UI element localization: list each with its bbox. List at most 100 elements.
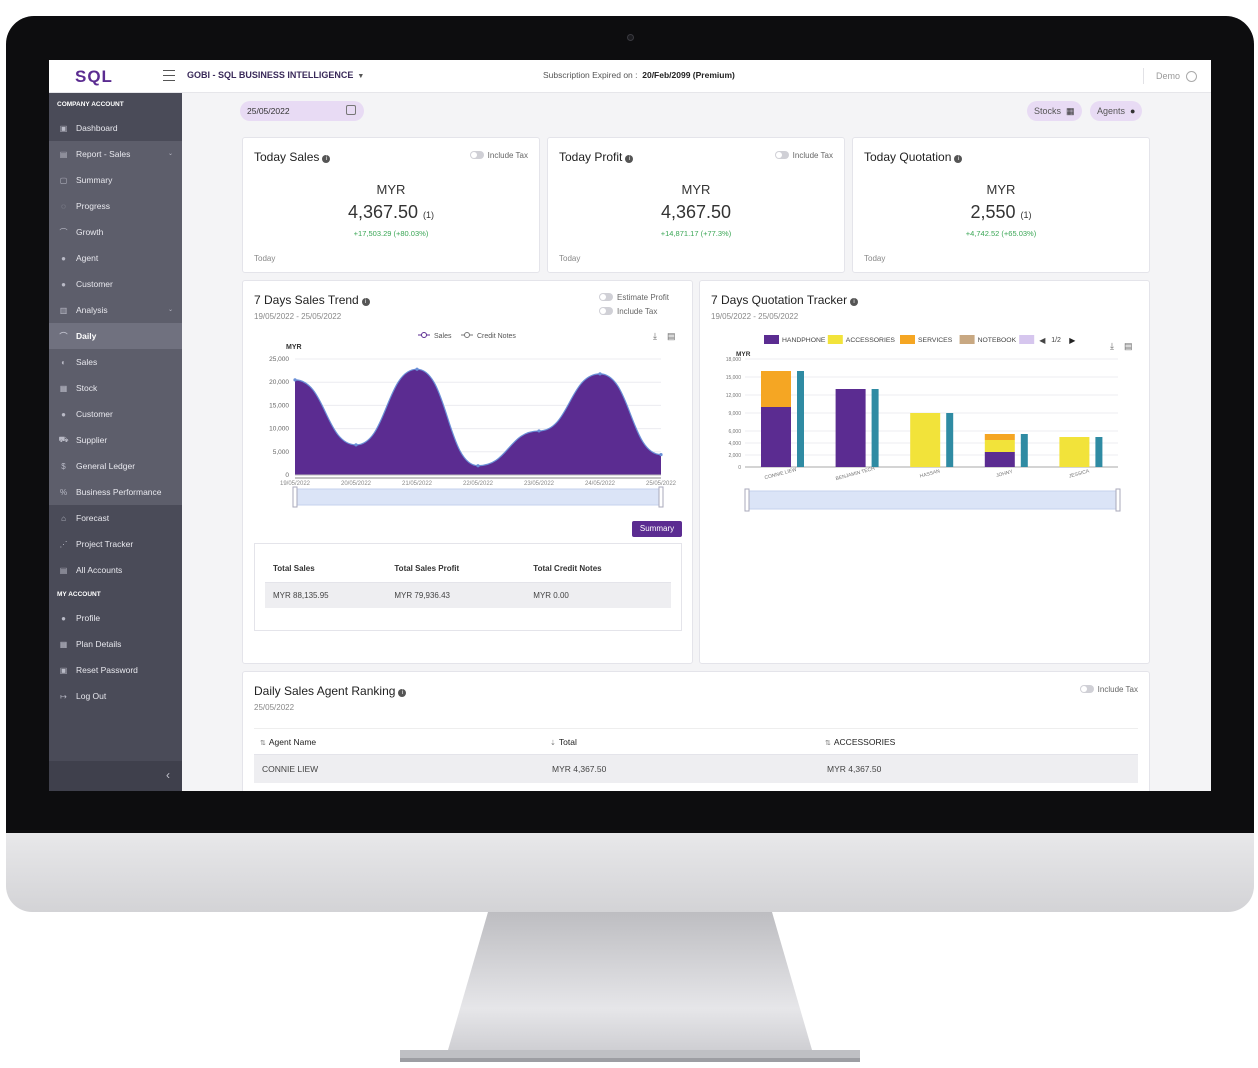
kpi-currency: MYR: [681, 182, 711, 197]
dashboard-icon: ▣: [59, 123, 68, 133]
sales-trend-chart[interactable]: Sales Credit Notes ⤓ ▤ MYR 0 5,000 10,000 15,000…: [243, 321, 694, 516]
legend-label: Credit Notes: [477, 333, 516, 340]
info-icon[interactable]: i: [625, 155, 634, 163]
data-point: [598, 372, 602, 376]
column-header-agent[interactable]: ⇅ Agent Name: [254, 728, 544, 755]
sidebar-item-project-tracker[interactable]: ⋰ Project Tracker: [49, 531, 182, 557]
summary-button[interactable]: Summary: [632, 521, 682, 537]
sidebar-item-general-ledger[interactable]: $ General Ledger: [49, 453, 182, 479]
include-tax-toggle[interactable]: Include Tax: [774, 151, 833, 160]
sidebar-item-growth[interactable]: ⌒ Growth: [49, 219, 182, 245]
logo[interactable]: SQL: [75, 67, 113, 86]
user-menu[interactable]: Demo: [1142, 68, 1197, 84]
table-cell: MYR 4,367.50: [819, 754, 1138, 783]
agents-button[interactable]: Agents ●: [1090, 101, 1143, 121]
bar-total: [946, 413, 954, 467]
column-header-accessories[interactable]: ⇅ ACCESSORIES: [819, 728, 1138, 755]
sidebar-item-log-out[interactable]: ↦ Log Out: [49, 683, 182, 709]
column-header-total[interactable]: ⇣ Total: [544, 728, 819, 755]
stock-icon: ▦: [59, 383, 68, 393]
toggle-switch[interactable]: [599, 307, 613, 315]
kpi-currency: MYR: [376, 182, 406, 197]
toggle-switch[interactable]: [1079, 685, 1094, 693]
sidebar-item-all-accounts[interactable]: ▤ All Accounts: [49, 557, 182, 583]
table-row[interactable]: CONNIE LIEW MYR 4,367.50 MYR 4,367.50: [254, 754, 1138, 783]
sidebar-item-analysis[interactable]: ▥ Analysis ⌄: [49, 297, 182, 323]
sidebar-item-dashboard[interactable]: ▣ Dashboard: [49, 115, 182, 141]
legend-label: ACCESSORIES: [846, 337, 896, 344]
estimate-profit-toggle[interactable]: Estimate Profit: [599, 293, 669, 302]
sidebar-item-customer[interactable]: ● Customer: [49, 271, 182, 297]
sidebar-item-label: Stock: [76, 383, 98, 393]
menu-icon[interactable]: [163, 70, 175, 81]
sidebar-item-daily[interactable]: ⌒ Daily: [49, 323, 182, 349]
sidebar-item-label: Sales: [76, 357, 98, 367]
kpi-title: Today Quotation i: [864, 150, 963, 164]
bar-total: [1020, 434, 1028, 467]
kpi-currency: MYR: [986, 182, 1016, 197]
plan-icon: ▦: [59, 639, 68, 649]
sidebar-item-progress[interactable]: ◌ Progress: [49, 193, 182, 219]
sidebar-item-label: Dashboard: [76, 123, 118, 133]
kpi-foot: Today: [254, 254, 276, 263]
toggle-switch[interactable]: [599, 293, 613, 301]
sidebar-collapse-button[interactable]: ‹: [49, 761, 182, 791]
bar-segment: [761, 407, 791, 467]
sidebar-item-label: Daily: [76, 331, 97, 341]
stocks-button[interactable]: Stocks ▦: [1027, 101, 1082, 121]
include-tax-toggle[interactable]: Include Tax: [469, 151, 528, 160]
sales-trend-range: 19/05/2022 - 25/05/2022: [254, 312, 342, 321]
quotation-tracker-title: 7 Days Quotation Tracker i: [711, 293, 859, 307]
subscription-label: Subscription Expired on :: [543, 70, 638, 80]
sidebar-item-summary[interactable]: ▢ Summary: [49, 167, 182, 193]
sort-icon: ⇅: [825, 739, 831, 747]
sidebar-item-profile[interactable]: ● Profile: [49, 605, 182, 631]
sidebar-item-agent[interactable]: ● Agent: [49, 245, 182, 271]
info-icon[interactable]: i: [322, 155, 331, 163]
summary-header: Total Sales Profit: [386, 556, 526, 583]
sidebar-item-label: Supplier: [76, 435, 108, 445]
include-tax-toggle[interactable]: Include Tax: [599, 307, 657, 316]
sidebar-item-stock[interactable]: ▦ Stock: [49, 375, 182, 401]
sidebar-item-plan-details[interactable]: ▦ Plan Details: [49, 631, 182, 657]
project-icon: ⋰: [59, 539, 68, 549]
info-icon[interactable]: i: [398, 689, 407, 697]
app-selector[interactable]: GOBI - SQL BUSINESS INTELLIGENCE ▼: [187, 70, 364, 80]
ranking-date: 25/05/2022: [254, 703, 295, 712]
sidebar-item-label: All Accounts: [76, 565, 123, 575]
sidebar-item-report-sales[interactable]: ▤ Report - Sales ⌄: [49, 141, 182, 167]
quotation-tracker-chart[interactable]: HANDPHONE ACCESSORIES SERVICES NOTEBOOK ◀ 1/2…: [700, 329, 1151, 519]
agent-ranking-card: Daily Sales Agent Ranking i 25/05/2022 In…: [242, 671, 1150, 791]
summary-header: Total Credit Notes: [525, 556, 671, 583]
analysis-icon: ▥: [59, 305, 68, 315]
date-picker[interactable]: 25/05/2022: [240, 101, 364, 121]
info-icon[interactable]: i: [954, 155, 963, 163]
toggle-switch[interactable]: [774, 151, 789, 159]
include-tax-toggle[interactable]: Include Tax: [1079, 685, 1138, 694]
sidebar-item-business-performance[interactable]: % Business Performance: [49, 479, 182, 505]
profile-icon: ●: [61, 613, 66, 623]
info-icon[interactable]: i: [361, 298, 370, 306]
y-tick-label: 15,000: [726, 375, 742, 381]
kpi-delta: +17,503.29 (+80.03%): [353, 229, 429, 238]
sidebar-item-label: Business Performance: [76, 487, 162, 497]
y-axis-label: MYR: [286, 344, 302, 351]
legend-swatch: [827, 335, 843, 344]
ledger-icon: $: [61, 461, 66, 471]
calendar-icon: [346, 105, 356, 115]
summary-table: Total Sales Total Sales Profit Total Cre…: [265, 556, 671, 608]
summary-row: MYR 88,135.95 MYR 79,936.43 MYR 0.00: [265, 582, 671, 608]
y-tick-label: 0: [285, 472, 289, 479]
sidebar-item-customer[interactable]: ● Customer: [49, 401, 182, 427]
info-icon[interactable]: i: [850, 298, 859, 306]
bar-segment: [910, 413, 941, 467]
sidebar-item-sales[interactable]: ◐ Sales: [49, 349, 182, 375]
toggle-switch[interactable]: [469, 151, 484, 159]
sidebar-item-reset-password[interactable]: ▣ Reset Password: [49, 657, 182, 683]
summary-cell: MYR 0.00: [525, 582, 671, 608]
sidebar-item-supplier[interactable]: ⛟ Supplier: [49, 427, 182, 453]
sidebar-item-forecast[interactable]: ⌂ Forecast: [49, 505, 182, 531]
x-tick-label: HASSAN: [919, 468, 941, 479]
x-tick-label: 24/05/2022: [585, 481, 616, 487]
bar-total: [797, 371, 804, 467]
